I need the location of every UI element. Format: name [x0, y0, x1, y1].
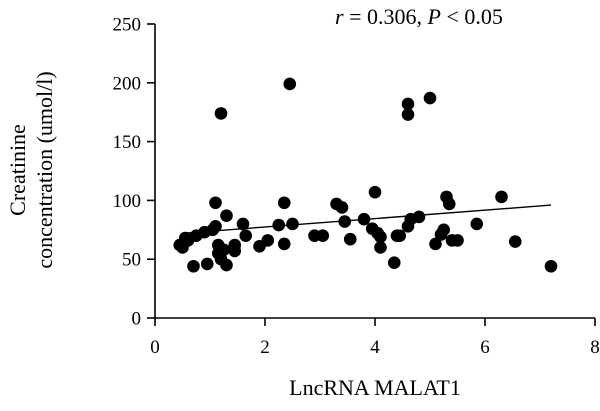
- p-value: < 0.05: [441, 4, 503, 29]
- x-tick-label-8: 8: [590, 337, 600, 358]
- data-point-49: [412, 210, 426, 224]
- data-point-10: [209, 219, 222, 233]
- data-point-50: [423, 91, 437, 105]
- data-point-61: [544, 259, 558, 273]
- data-point-58: [470, 217, 484, 231]
- data-point-29: [286, 217, 299, 231]
- data-point-16: [217, 243, 231, 257]
- data-point-60: [508, 235, 522, 248]
- data-point-35: [343, 232, 357, 246]
- data-point-42: [387, 256, 401, 270]
- y-tick-label-100: 100: [113, 191, 142, 212]
- data-point-51: [429, 237, 442, 251]
- data-point-33: [335, 201, 349, 214]
- y-tick-label-50: 50: [122, 250, 141, 271]
- y-tick-label-200: 200: [113, 73, 142, 94]
- y-axis-label-line-2: concentration (umol/l): [32, 71, 57, 268]
- data-point-38: [368, 185, 382, 199]
- data-point-8: [200, 257, 214, 271]
- data-point-27: [277, 237, 291, 251]
- r-value: = 0.306,: [344, 4, 428, 29]
- x-tick-label-6: 6: [480, 337, 490, 358]
- x-axis-label: LncRNA MALAT1: [289, 375, 461, 400]
- data-point-14: [214, 107, 228, 120]
- data-point-22: [239, 229, 253, 242]
- axes: [154, 24, 595, 319]
- y-tick-label-150: 150: [113, 132, 142, 153]
- x-ticks: 0 2 4 6 8: [150, 318, 600, 358]
- data-points: [173, 77, 558, 273]
- data-point-11: [209, 196, 222, 210]
- data-point-59: [495, 190, 508, 204]
- data-point-44: [393, 229, 407, 242]
- y-axis-label: Creatinine concentration (umol/l): [5, 71, 57, 268]
- data-point-17: [220, 209, 233, 222]
- data-point-28: [283, 77, 297, 91]
- data-point-40: [374, 241, 387, 254]
- data-point-25: [272, 218, 286, 232]
- data-point-24: [261, 234, 275, 247]
- y-tick-label-0: 0: [132, 309, 142, 330]
- data-point-26: [277, 196, 291, 210]
- data-point-46: [401, 108, 415, 121]
- y-axis-label-line-1: Creatinine: [5, 124, 30, 216]
- data-point-31: [316, 229, 330, 242]
- data-point-36: [357, 212, 371, 226]
- data-point-21: [236, 217, 250, 231]
- x-tick-label-0: 0: [150, 337, 160, 358]
- x-tick-label-4: 4: [370, 337, 380, 358]
- y-tick-label-250: 250: [113, 15, 142, 36]
- data-point-34: [338, 215, 352, 228]
- data-point-45: [401, 97, 415, 111]
- correlation-annotation: r = 0.306, P < 0.05: [335, 4, 503, 29]
- data-point-18: [220, 258, 233, 272]
- y-ticks: 0 50 100 150 200 250: [113, 15, 155, 330]
- data-point-53: [437, 223, 451, 237]
- r-symbol: r: [335, 4, 344, 29]
- data-point-57: [451, 234, 464, 247]
- data-point-41: [374, 230, 387, 244]
- data-point-20: [228, 244, 242, 258]
- data-point-55: [442, 197, 456, 211]
- p-symbol: P: [426, 4, 440, 29]
- x-tick-label-2: 2: [260, 337, 270, 358]
- data-point-5: [187, 259, 200, 273]
